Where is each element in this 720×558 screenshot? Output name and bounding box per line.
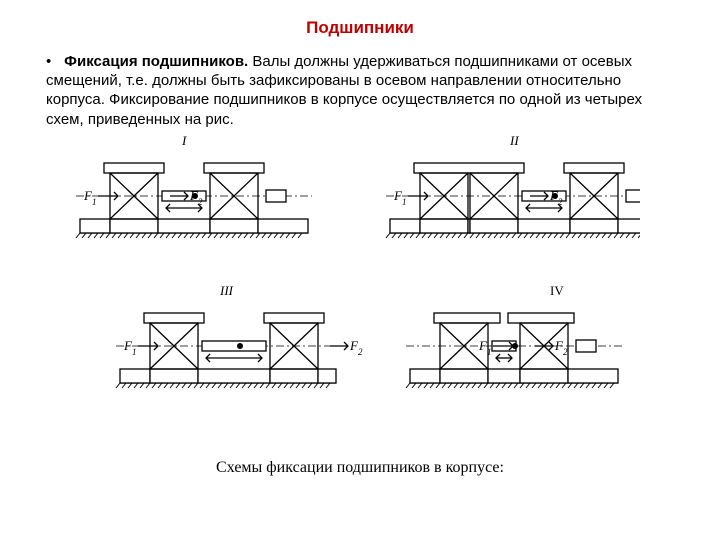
scheme-label: IV [550, 283, 564, 299]
svg-text:F1: F1 [393, 188, 406, 207]
scheme-label: I [182, 133, 186, 149]
page-title: Подшипники [0, 18, 720, 38]
lead-bold: Фиксация подшипников. [64, 53, 248, 70]
svg-text:F1: F1 [83, 188, 96, 207]
scheme-label: II [510, 133, 519, 149]
svg-text:F2: F2 [349, 338, 363, 357]
scheme-IV: IV F1 F2 [400, 285, 660, 407]
scheme-II: IIF1F2 [380, 135, 640, 257]
svg-text:F1: F1 [123, 338, 136, 357]
svg-text:F1: F1 [478, 338, 491, 357]
scheme-label: III [220, 283, 233, 299]
svg-text:F2: F2 [554, 338, 568, 357]
diagram-area: IF1F2IIF1F2IIIF1F2IVF1F2 [0, 135, 720, 455]
body-paragraph: • Фиксация подшипников. Валы должны удер… [46, 52, 674, 129]
caption: Схемы фиксации подшипников в корпусе: [0, 459, 720, 477]
scheme-III: III F1 F2 [110, 285, 370, 407]
scheme-I: IF1F2 [70, 135, 330, 257]
